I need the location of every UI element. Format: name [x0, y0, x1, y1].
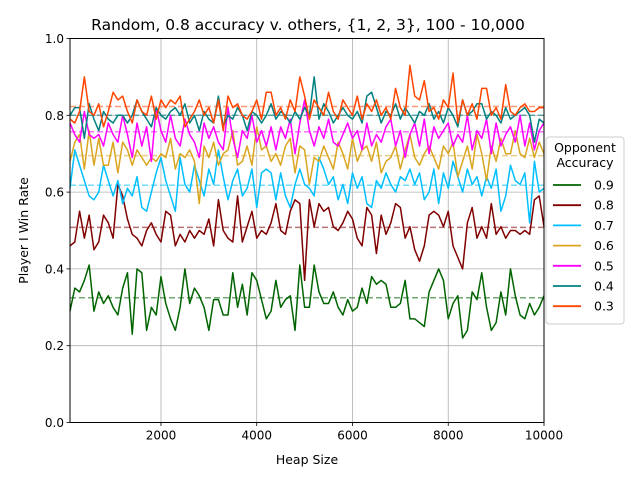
x-axis: 2000 4000 6000 8000 10000	[146, 422, 563, 443]
legend-title: Opponent Accuracy	[554, 140, 616, 170]
y-tick-label: 0.0	[45, 416, 64, 430]
x-tick-label: 8000	[433, 429, 464, 443]
legend-label-0.9: 0.9	[594, 178, 614, 193]
y-axis: 0.0 0.2 0.4 0.6 0.8 1.0	[45, 32, 70, 430]
series-line-0.3	[69, 64, 544, 132]
legend-label-0.7: 0.7	[594, 218, 614, 233]
y-tick-label: 0.2	[45, 339, 64, 353]
legend: Opponent Accuracy 0.9 0.8 0.7 0.6 0.5 0.4 0.3	[545, 136, 625, 325]
legend-label-0.3: 0.3	[594, 299, 614, 314]
series-line-0.8	[69, 183, 545, 282]
y-tick-label: 0.6	[45, 186, 64, 200]
series-line-0.6	[69, 126, 545, 205]
series-line-0.7	[69, 149, 545, 224]
x-tick-label: 4000	[241, 429, 272, 443]
series-lines	[69, 64, 545, 339]
y-axis-label: Player I Win Rate	[16, 177, 31, 284]
x-tick-label: 10000	[525, 429, 563, 443]
chart-title: Random, 0.8 accuracy v. others, {1, 2, 3…	[91, 16, 525, 34]
y-tick-label: 0.4	[45, 262, 64, 276]
x-axis-label: Heap Size	[276, 452, 339, 467]
y-tick-label: 0.8	[45, 109, 64, 123]
legend-label-0.8: 0.8	[594, 198, 614, 213]
y-tick-label: 1.0	[45, 32, 64, 46]
legend-label-0.6: 0.6	[594, 238, 614, 253]
legend-items: 0.9 0.8 0.7 0.6 0.5 0.4 0.3	[553, 178, 614, 314]
x-tick-label: 2000	[146, 429, 177, 443]
legend-label-0.4: 0.4	[594, 279, 614, 294]
legend-box	[545, 136, 625, 325]
legend-label-0.5: 0.5	[594, 258, 614, 273]
x-tick-label: 6000	[337, 429, 368, 443]
series-line-0.9	[69, 264, 545, 339]
series-line-0.5	[69, 99, 545, 163]
plot-frame	[69, 38, 545, 423]
